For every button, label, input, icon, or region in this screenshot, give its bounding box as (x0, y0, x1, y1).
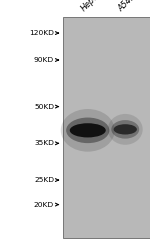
Text: 35KD: 35KD (34, 140, 54, 146)
Text: 20KD: 20KD (34, 202, 54, 208)
Ellipse shape (111, 120, 139, 139)
Ellipse shape (61, 109, 115, 152)
Text: 25KD: 25KD (34, 177, 54, 183)
Ellipse shape (70, 123, 106, 137)
Text: 90KD: 90KD (34, 57, 54, 63)
Text: 50KD: 50KD (34, 104, 54, 110)
Ellipse shape (66, 118, 109, 143)
Ellipse shape (114, 124, 137, 135)
FancyBboxPatch shape (63, 17, 150, 238)
Text: 120KD: 120KD (29, 30, 54, 36)
Text: HepG2: HepG2 (80, 0, 106, 13)
Text: A549: A549 (117, 0, 138, 13)
Ellipse shape (108, 114, 143, 145)
